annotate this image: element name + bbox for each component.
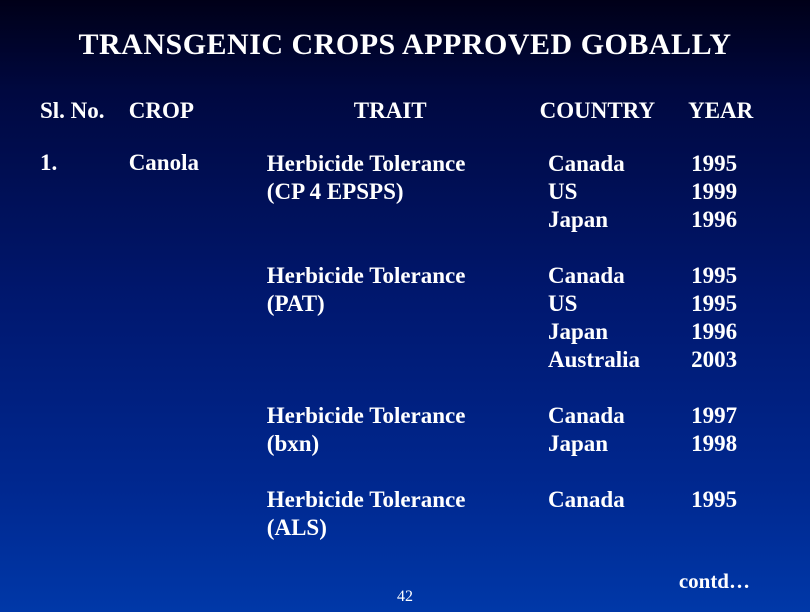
country-item: Canada xyxy=(548,150,671,178)
trait-line: (CP 4 EPSPS) xyxy=(267,178,523,206)
year-item: 2003 xyxy=(691,346,770,374)
table-header-row: Sl. No. CROP TRAIT COUNTRY YEAR xyxy=(40,98,770,124)
country-item: Australia xyxy=(548,346,671,374)
year-item: 1995 xyxy=(691,262,770,290)
header-country: COUNTRY xyxy=(523,98,671,124)
cell-countries: Canada US Japan xyxy=(523,150,671,234)
country-item: Canada xyxy=(548,262,671,290)
table-row: Herbicide Tolerance (bxn) Canada Japan 1… xyxy=(40,402,770,458)
year-item: 1996 xyxy=(691,318,770,346)
page-number: 42 xyxy=(397,588,413,606)
country-item: Japan xyxy=(548,430,671,458)
trait-line: (bxn) xyxy=(267,430,523,458)
country-item: US xyxy=(548,290,671,318)
cell-countries: Canada Japan xyxy=(523,402,671,458)
year-item: 1997 xyxy=(691,402,770,430)
cell-years: 1997 1998 xyxy=(671,402,770,458)
cell-trait: Herbicide Tolerance (CP 4 EPSPS) xyxy=(257,150,523,234)
cell-countries: Canada xyxy=(523,486,671,542)
country-item: Japan xyxy=(548,318,671,346)
year-item: 1999 xyxy=(691,178,770,206)
table-row: 1. Canola Herbicide Tolerance (CP 4 EPSP… xyxy=(40,150,770,234)
header-year: YEAR xyxy=(671,98,770,124)
cell-trait: Herbicide Tolerance (bxn) xyxy=(257,402,523,458)
year-item: 1996 xyxy=(691,206,770,234)
table-row: Herbicide Tolerance (ALS) Canada 1995 xyxy=(40,486,770,542)
year-item: 1995 xyxy=(691,290,770,318)
continued-label: contd… xyxy=(679,569,750,594)
cell-years: 1995 1999 1996 xyxy=(671,150,770,234)
header-crop: CROP xyxy=(129,98,257,124)
year-item: 1998 xyxy=(691,430,770,458)
trait-line: (PAT) xyxy=(267,290,523,318)
cell-trait: Herbicide Tolerance (PAT) xyxy=(257,262,523,374)
cell-crop: Canola xyxy=(129,150,257,234)
cell-years: 1995 1995 1996 2003 xyxy=(671,262,770,374)
country-item: Japan xyxy=(548,206,671,234)
trait-line: Herbicide Tolerance xyxy=(267,402,523,430)
data-table: Sl. No. CROP TRAIT COUNTRY YEAR 1. Canol… xyxy=(40,98,770,543)
year-item: 1995 xyxy=(691,486,770,514)
trait-line: Herbicide Tolerance xyxy=(267,486,523,514)
header-trait: TRAIT xyxy=(257,98,523,124)
trait-line: Herbicide Tolerance xyxy=(267,262,523,290)
table-row: Herbicide Tolerance (PAT) Canada US Japa… xyxy=(40,262,770,374)
trait-line: Herbicide Tolerance xyxy=(267,150,523,178)
country-item: Canada xyxy=(548,402,671,430)
country-item: Canada xyxy=(548,486,671,514)
year-item: 1995 xyxy=(691,150,770,178)
cell-trait: Herbicide Tolerance (ALS) xyxy=(257,486,523,542)
cell-countries: Canada US Japan Australia xyxy=(523,262,671,374)
header-slno: Sl. No. xyxy=(40,98,129,124)
slide-container: TRANSGENIC CROPS APPROVED GOBALLY Sl. No… xyxy=(0,0,810,543)
slide-title: TRANSGENIC CROPS APPROVED GOBALLY xyxy=(40,28,770,62)
country-item: US xyxy=(548,178,671,206)
cell-years: 1995 xyxy=(671,486,770,542)
trait-line: (ALS) xyxy=(267,514,523,542)
cell-slno: 1. xyxy=(40,150,129,234)
